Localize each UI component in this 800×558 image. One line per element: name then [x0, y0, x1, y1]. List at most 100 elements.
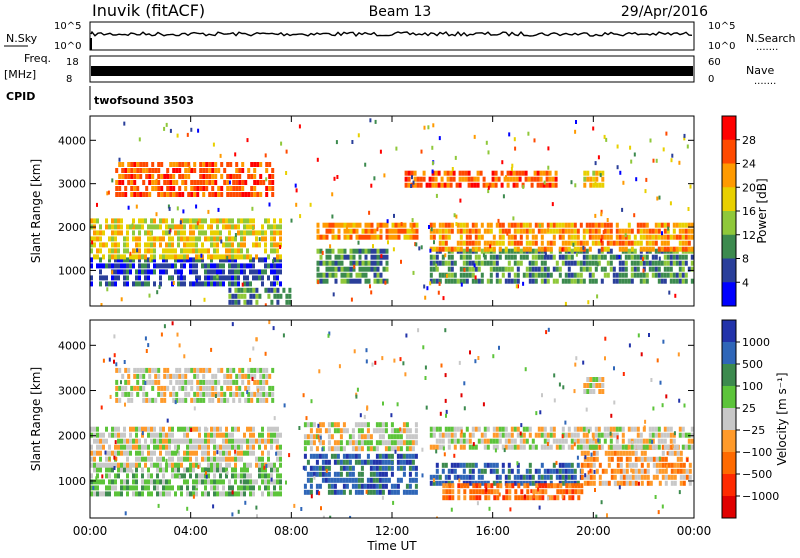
- velocity-cell: [306, 434, 310, 440]
- velocity-cell: [469, 489, 473, 495]
- power-cell: [346, 278, 350, 284]
- velocity-cell: [318, 422, 322, 428]
- power-cell: [450, 260, 454, 266]
- velocity-cell: [562, 495, 566, 501]
- power-cell: [525, 234, 529, 240]
- velocity-cell: [309, 428, 313, 434]
- power-cell: [253, 180, 257, 185]
- power-cell: [536, 170, 540, 176]
- power-colorbar-segment: [722, 139, 736, 164]
- power-cell: [441, 254, 445, 260]
- power-cell: [429, 272, 433, 278]
- power-cell: [370, 183, 373, 188]
- velocity-cell: [489, 438, 493, 444]
- power-cell: [364, 254, 368, 260]
- power-cell: [543, 278, 547, 284]
- velocity-cell: [115, 362, 118, 367]
- velocity-cell: [162, 491, 165, 497]
- power-cell: [437, 182, 441, 188]
- power-cell: [99, 236, 102, 242]
- power-cell: [361, 234, 365, 240]
- velocity-cell: [178, 343, 181, 348]
- power-cell: [268, 180, 272, 185]
- power-cell: [156, 290, 159, 295]
- velocity-cell: [538, 483, 542, 489]
- power-cell: [144, 248, 147, 254]
- velocity-cell: [153, 444, 156, 450]
- velocity-cell: [604, 468, 608, 474]
- velocity-cell: [342, 428, 346, 434]
- power-cell: [319, 260, 323, 266]
- velocity-cell: [372, 471, 376, 477]
- power-cell: [517, 284, 519, 289]
- velocity-cell: [540, 444, 544, 450]
- velocity-cell: [471, 474, 475, 480]
- velocity-cell: [351, 446, 355, 452]
- velocity-cell: [225, 491, 228, 497]
- power-cell: [491, 182, 495, 188]
- power-cell: [656, 196, 659, 201]
- velocity-cell: [519, 438, 523, 444]
- power-cell: [567, 266, 571, 272]
- nsearch-label: N.Search: [746, 32, 796, 45]
- velocity-cell: [501, 462, 505, 468]
- power-cell: [583, 182, 587, 188]
- power-cell: [251, 206, 254, 211]
- velocity-cell: [586, 462, 590, 468]
- velocity-cell: [463, 483, 467, 489]
- power-cell: [415, 234, 419, 240]
- velocity-cell: [592, 436, 595, 441]
- velocity-cell: [129, 462, 132, 468]
- power-cell: [537, 272, 541, 278]
- power-cell: [147, 242, 150, 248]
- power-cell: [243, 218, 246, 224]
- velocity-cell: [676, 450, 680, 456]
- power-cell: [115, 180, 119, 185]
- velocity-cell: [318, 453, 322, 459]
- power-cell: [624, 260, 628, 266]
- velocity-cell: [268, 320, 271, 325]
- power-cell: [163, 192, 167, 197]
- velocity-cell: [495, 468, 499, 474]
- power-cell: [416, 176, 420, 182]
- velocity-cell: [99, 438, 102, 444]
- power-cell: [189, 269, 192, 275]
- power-cell: [364, 234, 368, 240]
- power-cell: [222, 254, 225, 260]
- power-cell: [237, 263, 240, 269]
- velocity-cell: [276, 479, 279, 485]
- power-cell: [90, 242, 93, 248]
- velocity-cell: [214, 373, 218, 379]
- power-cell: [495, 254, 499, 260]
- power-cell: [465, 234, 469, 240]
- velocity-cell: [207, 479, 210, 485]
- velocity-cell: [661, 403, 664, 408]
- power-cell: [456, 228, 460, 234]
- power-cell: [609, 248, 613, 254]
- power-cell: [201, 248, 204, 254]
- velocity-cell: [199, 397, 203, 403]
- velocity-cell: [240, 491, 243, 497]
- power-cell: [528, 228, 532, 234]
- power-cell: [600, 238, 603, 243]
- velocity-cell: [475, 489, 479, 495]
- power-cell: [133, 180, 137, 185]
- power-cell: [458, 176, 462, 182]
- power-cell: [237, 224, 240, 230]
- power-cell: [325, 228, 329, 234]
- velocity-cell: [96, 485, 99, 491]
- velocity-cell: [172, 397, 176, 403]
- power-cell: [159, 275, 162, 281]
- velocity-cell: [178, 397, 182, 403]
- velocity-cell: [676, 456, 680, 462]
- velocity-cell: [231, 456, 234, 462]
- power-cell: [276, 275, 279, 281]
- velocity-cell: [643, 450, 647, 456]
- power-cell: [642, 260, 646, 266]
- power-cell: [270, 242, 273, 248]
- velocity-cell: [543, 438, 547, 444]
- velocity-cell: [666, 444, 670, 450]
- velocity-cell: [414, 465, 418, 471]
- power-cell: [213, 254, 216, 260]
- power-cell: [471, 222, 475, 228]
